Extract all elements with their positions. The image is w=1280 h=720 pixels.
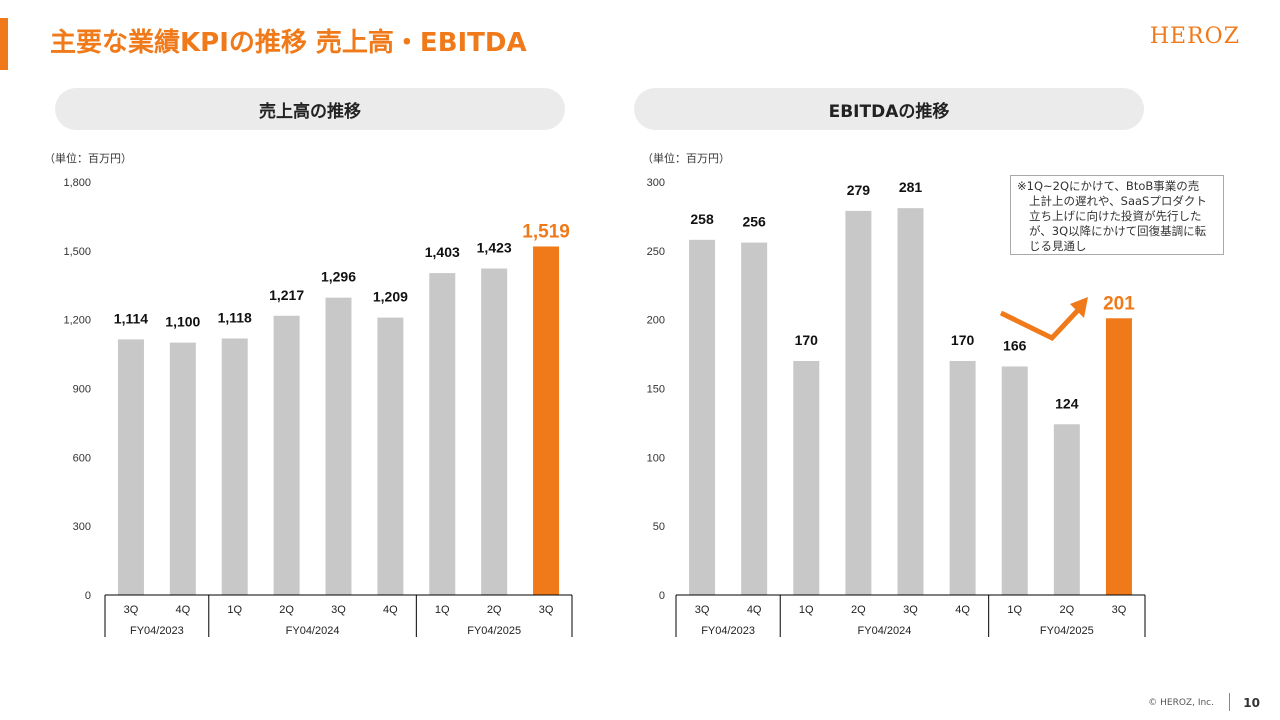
bar-value-label: 1,209: [373, 289, 408, 305]
bar-value-label: 281: [899, 179, 923, 195]
note-line: ※1Q~2Qにかけて、BtoB事業の売: [1017, 179, 1200, 193]
x-category-label: 3Q: [539, 604, 554, 616]
bar-highlight: [533, 246, 560, 596]
x-category-label: 4Q: [955, 604, 970, 616]
y-tick-label: 900: [73, 384, 91, 396]
y-tick-label: 50: [653, 521, 665, 533]
bar: [689, 239, 716, 595]
bar: [481, 268, 508, 595]
title-accent-bar: [0, 18, 8, 70]
bar-value-label: 1,519: [522, 221, 570, 242]
x-category-label: 4Q: [747, 604, 762, 616]
x-category-label: 3Q: [695, 604, 710, 616]
y-tick-label: 0: [85, 590, 91, 602]
bar-value-label: 1,100: [165, 314, 200, 330]
bar-value-label: 1,403: [425, 244, 460, 260]
heroz-logo: HEROZ: [1149, 24, 1240, 49]
y-tick-label: 100: [647, 452, 665, 464]
page-title: 主要な業績KPIの推移 売上高・EBITDA: [50, 28, 527, 58]
bar-value-label: 256: [742, 214, 766, 230]
x-category-label: 3Q: [124, 604, 139, 616]
sales-section-title: 売上高の推移: [55, 88, 565, 130]
x-group-label: FY04/2023: [701, 625, 755, 637]
trend-arrow-line: [999, 306, 1082, 342]
bar: [325, 297, 352, 595]
y-tick-label: 600: [73, 452, 91, 464]
x-category-label: 1Q: [799, 604, 814, 616]
bar-value-label: 124: [1055, 395, 1079, 411]
bar-highlight: [1105, 318, 1132, 595]
note-line: 立ち上げに向けた投資が先行した: [1029, 209, 1202, 223]
y-tick-label: 200: [647, 315, 665, 327]
x-category-label: 3Q: [1112, 604, 1127, 616]
y-tick-label: 0: [659, 590, 665, 602]
bar-value-label: 1,217: [269, 287, 304, 303]
bar-value-label: 279: [847, 182, 871, 198]
x-category-label: 2Q: [1059, 604, 1074, 616]
bar-value-label: 166: [1003, 337, 1027, 353]
bar-value-label: 170: [951, 332, 975, 348]
copyright-text: © HEROZ, Inc.: [1148, 698, 1214, 708]
x-category-label: 2Q: [851, 604, 866, 616]
note-line: 上計上の遅れや、SaaSプロダクト: [1029, 194, 1207, 208]
bar: [117, 339, 144, 595]
bar: [273, 315, 300, 595]
x-category-label: 4Q: [175, 604, 190, 616]
ebitda-bar-chart: 0 50 100 150 200 250 300 258 3Q 256 4Q 170 1Q 279 2Q 28…: [647, 177, 1146, 637]
x-category-label: 3Q: [331, 604, 346, 616]
y-tick-label: 300: [647, 177, 665, 189]
x-category-label: 2Q: [487, 604, 502, 616]
sales-unit-label: （単位：百万円）: [44, 152, 132, 165]
bar: [1053, 424, 1080, 595]
x-group-label: FY04/2025: [1040, 625, 1094, 637]
note-line: じる見通し: [1029, 239, 1087, 253]
bar: [845, 210, 872, 595]
note-line: が、3Q以降にかけて回復基調に転: [1029, 224, 1207, 238]
x-group-label: FY04/2024: [858, 625, 912, 637]
bar-value-label: 1,296: [321, 269, 356, 285]
bar-value-label: 1,423: [477, 240, 512, 256]
sales-bar-chart: 0 300 600 900 1,200 1,500 1,800 1,114 3Q 1,100 4Q 1…: [63, 177, 573, 637]
ebitda-unit-label: （単位：百万円）: [642, 152, 730, 165]
x-group-label: FY04/2025: [467, 625, 521, 637]
bar: [221, 338, 248, 595]
bar: [169, 342, 196, 595]
x-category-label: 2Q: [279, 604, 294, 616]
y-tick-label: 150: [647, 384, 665, 396]
ebitda-section-title: EBITDAの推移: [634, 88, 1144, 130]
x-category-label: 1Q: [227, 604, 242, 616]
trend-arrow-head-icon: [1070, 297, 1088, 318]
ebitda-note-box: ※1Q~2Qにかけて、BtoB事業の売 上計上の遅れや、SaaSプロダクト 立ち…: [1010, 175, 1224, 255]
bar: [429, 273, 456, 595]
page-number: 10: [1243, 696, 1260, 710]
y-tick-label: 1,800: [63, 177, 91, 189]
x-category-label: 1Q: [435, 604, 450, 616]
bar: [949, 360, 976, 595]
y-tick-label: 250: [647, 246, 665, 258]
bar-value-label: 201: [1103, 293, 1135, 314]
bar-value-label: 1,118: [218, 309, 252, 325]
y-tick-label: 1,500: [63, 246, 91, 258]
x-group-label: FY04/2023: [130, 625, 184, 637]
bar-value-label: 170: [795, 332, 819, 348]
bar: [897, 208, 924, 595]
y-tick-label: 300: [73, 521, 91, 533]
bar-value-label: 1,114: [114, 310, 148, 326]
x-category-label: 1Q: [1007, 604, 1022, 616]
bar: [1001, 366, 1028, 595]
bar: [793, 360, 820, 595]
x-category-label: 3Q: [903, 604, 918, 616]
bar-value-label: 258: [690, 211, 714, 227]
footer-divider: [1229, 693, 1230, 711]
bar: [741, 242, 768, 595]
y-tick-label: 1,200: [63, 315, 91, 327]
bar: [377, 317, 404, 595]
x-category-label: 4Q: [383, 604, 398, 616]
x-group-label: FY04/2024: [286, 625, 340, 637]
